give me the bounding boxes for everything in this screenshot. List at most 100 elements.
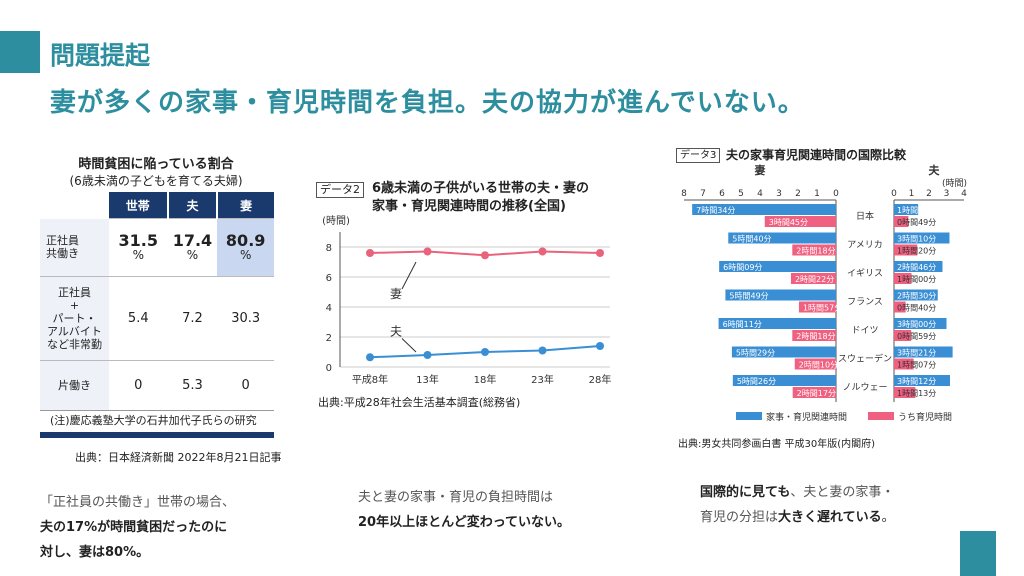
table-corner — [40, 192, 109, 219]
intl-chart-tag: データ3 — [676, 148, 721, 163]
bar-wife-total — [718, 318, 836, 329]
line-chart: (時間) 0 2 4 6 8 平成8年 13年 18年 23年 28年 妻夫 — [322, 215, 612, 386]
axis-tick-label: 4 — [961, 189, 967, 199]
bar-label: 2時間17分 — [797, 389, 836, 398]
husband-panel-label: 夫 — [929, 163, 941, 177]
data-point — [366, 353, 374, 362]
axis-tick-label: 3 — [944, 189, 950, 199]
bar-husband-total — [894, 318, 947, 329]
bar-husband-child — [894, 216, 909, 227]
caption-3: 国際的に見ても、夫と妻の家事・ 育児の分担は大きく遅れている。 — [700, 485, 895, 525]
axis-tick-label: 1 — [909, 189, 915, 199]
bar-label: 2時間22分 — [795, 275, 834, 284]
bar-husband-total — [894, 261, 943, 272]
x-tick-label: 13年 — [416, 373, 439, 386]
data-point — [366, 249, 374, 257]
bar-label: 2時間46分 — [897, 263, 936, 272]
bar-label: 0時間59分 — [897, 332, 936, 341]
table-cell: 0 — [108, 360, 168, 411]
data-point — [423, 351, 432, 359]
bar-husband-total — [894, 204, 919, 215]
header-household: 世帯 — [108, 192, 169, 219]
bar-husband-total — [894, 375, 950, 386]
data-point — [596, 342, 604, 350]
legend-label-child: うち育児時間 — [898, 411, 952, 423]
row-label-fulltime: 正社員 共働き — [40, 218, 109, 277]
bar-label: 7時間34分 — [696, 206, 735, 215]
bar-label: 1時間20分 — [897, 247, 936, 256]
y-tick-label: 2 — [326, 333, 332, 344]
bar-husband-total — [894, 232, 950, 244]
header-husband: 夫 — [167, 192, 219, 219]
country-label: フランス — [847, 297, 883, 308]
table-note: (注)慶応義塾大学の石井加代子氏らの研究 — [40, 410, 274, 434]
axis-tick-label: 8 — [681, 189, 687, 199]
data-point — [538, 346, 547, 355]
country-label: アメリカ — [847, 240, 883, 251]
label-arrow — [401, 338, 417, 353]
bar-label: 5時間40分 — [732, 235, 771, 244]
legend-swatch-total — [736, 412, 762, 420]
x-tick-label: 28年 — [589, 373, 612, 386]
bar-wife-child — [794, 358, 836, 370]
unit-label: (時間) — [942, 178, 967, 189]
axis-tick-label: 1 — [814, 189, 820, 199]
x-tick-label: 18年 — [474, 373, 497, 386]
bar-husband-child — [894, 244, 918, 256]
bar-label: 2時間18分 — [796, 247, 835, 256]
bar-wife-total — [719, 261, 836, 272]
axis-tick-label: 4 — [757, 189, 763, 199]
x-tick-label: 23年 — [531, 373, 554, 386]
axis-tick-label: 2 — [926, 189, 932, 199]
country-label: イギリス — [847, 268, 883, 279]
bar-wife-child — [790, 273, 836, 284]
y-tick-label: 6 — [326, 273, 332, 284]
bar-label: 5時間29分 — [736, 349, 775, 358]
intl-chart-title: 夫の家事育児関連時間の国際比較 — [726, 148, 907, 162]
series-label-husband: 夫 — [390, 325, 402, 339]
x-tick-label: 平成8年 — [352, 373, 388, 386]
table-cell: 17.4% — [167, 218, 218, 277]
bar-label: 5時間49分 — [729, 292, 768, 301]
axis-tick-label: 3 — [776, 189, 782, 199]
accent-block-bottom — [960, 531, 996, 576]
bar-label: 2時間30分 — [897, 292, 936, 301]
y-tick-label: 4 — [326, 303, 332, 314]
line-chart-source: 出典:平成28年社会生活基本調査(総務省) — [318, 396, 521, 409]
country-label: ノルウェー — [842, 382, 887, 393]
bar-wife-total — [692, 204, 836, 215]
table-title: 時間貧困に陥っている割合 — [78, 157, 234, 172]
newspaper-strip — [40, 432, 274, 438]
row-label-parttime: 正社員 + パート・ アルバイト など非常勤 — [40, 276, 109, 361]
header-wife: 妻 — [217, 192, 274, 219]
table-cell: 5.3 — [167, 360, 218, 411]
bar-label: 3時間12分 — [897, 377, 936, 386]
bar-label: 2時間18分 — [796, 332, 835, 341]
bar-husband-child — [894, 358, 914, 370]
bar-label: 3時間10分 — [897, 235, 936, 244]
bar-wife-child — [792, 387, 836, 398]
series-label-wife: 妻 — [390, 287, 402, 301]
y-tick-label: 0 — [326, 363, 332, 374]
bar-label: 6時間09分 — [723, 263, 762, 272]
line-chart-tag: データ2 — [316, 182, 364, 198]
label-arrow — [401, 261, 417, 290]
legend-swatch-child — [868, 412, 894, 420]
country-label: スウェーデン — [838, 353, 892, 365]
table-source: 出典：日本経済新聞 2022年8月21日記事 — [75, 451, 282, 464]
bar-label: 2時間10分 — [799, 361, 838, 370]
table-cell-highlight: 80.9% — [217, 218, 274, 277]
bar-label: 1時間57分 — [803, 304, 842, 313]
bar-wife-total — [728, 232, 836, 244]
axis-tick-label: 0 — [891, 189, 897, 199]
y-tick-label: 8 — [326, 243, 332, 254]
bar-label: 3時間00分 — [897, 320, 936, 329]
bar-label: 1時間23分 — [897, 206, 936, 215]
legend-label-total: 家事・育児関連時間 — [766, 411, 847, 423]
accent-block-top — [0, 31, 40, 73]
bar-label: 1時間07分 — [897, 361, 936, 370]
table-cell: 0 — [217, 360, 274, 411]
wife-panel-label: 妻 — [755, 163, 766, 177]
data-point — [538, 247, 547, 256]
bar-label: 5時間26分 — [737, 377, 776, 386]
